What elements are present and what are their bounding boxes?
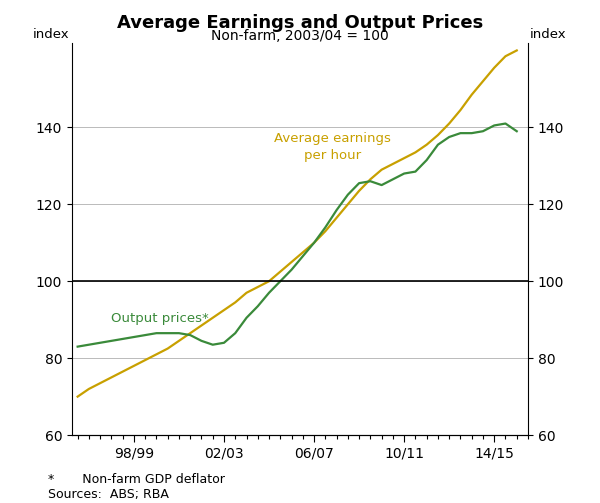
Text: index: index (530, 28, 567, 41)
Text: Sources:  ABS; RBA: Sources: ABS; RBA (48, 488, 169, 501)
Text: *       Non-farm GDP deflator: * Non-farm GDP deflator (48, 473, 225, 486)
Text: Average earnings
per hour: Average earnings per hour (274, 132, 391, 162)
Text: Non-farm, 2003/04 = 100: Non-farm, 2003/04 = 100 (211, 29, 389, 43)
Text: index: index (33, 28, 70, 41)
Text: Average Earnings and Output Prices: Average Earnings and Output Prices (117, 14, 483, 32)
Text: Output prices*: Output prices* (112, 312, 209, 325)
